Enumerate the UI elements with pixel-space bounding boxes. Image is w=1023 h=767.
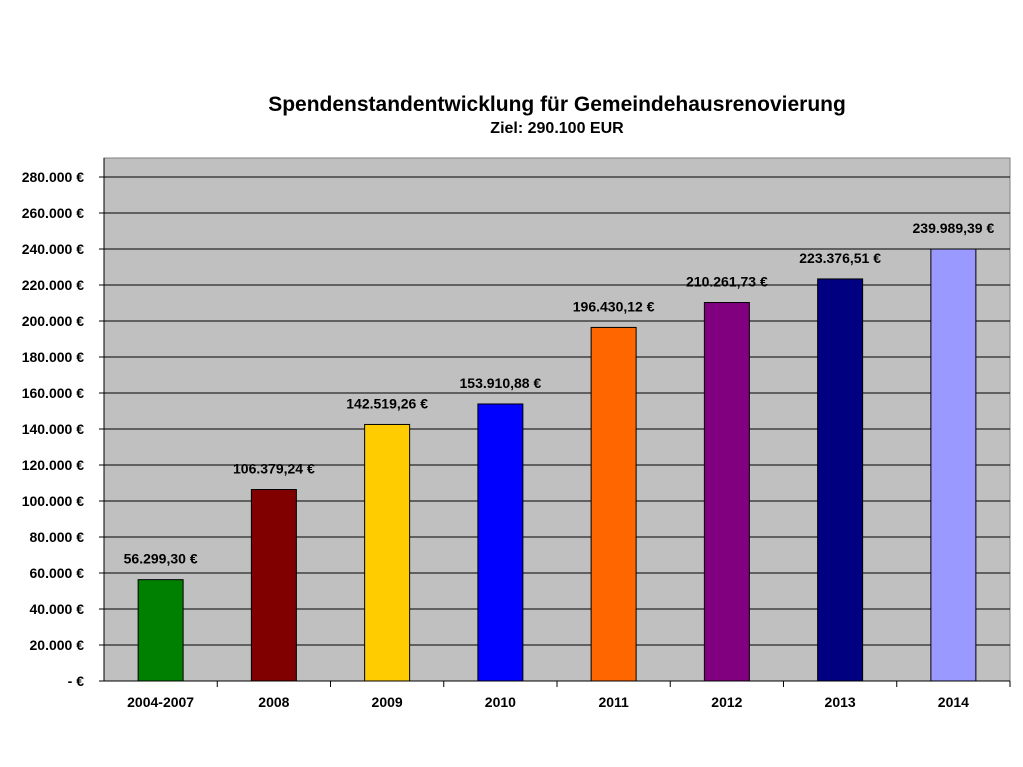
data-labels: 56.299,30 € 106.379,24 € 142.519,26 € 153.9… xyxy=(124,220,995,567)
x-tick-label: 2011 xyxy=(598,694,629,710)
data-label: 142.519,26 € xyxy=(346,395,428,411)
bar xyxy=(703,302,750,682)
y-tick-label: 260.000 € xyxy=(22,205,84,221)
bar xyxy=(137,579,184,682)
y-tick-label: 160.000 € xyxy=(22,385,84,401)
plot-area xyxy=(103,157,1011,682)
data-label: 210.261,73 € xyxy=(686,274,768,290)
x-axis: 2004-2007 2008 2009 2010 2011 2012 2013 2014 xyxy=(104,680,1011,710)
y-tick-label: 80.000 € xyxy=(30,529,85,545)
bar xyxy=(930,248,977,682)
bar xyxy=(364,423,411,682)
x-tick-label: 2008 xyxy=(258,694,289,710)
y-tick-label: 200.000 € xyxy=(22,313,84,329)
x-tick-label: 2014 xyxy=(938,694,969,710)
y-tick-label: 280.000 € xyxy=(22,169,84,185)
data-label: 196.430,12 € xyxy=(573,298,655,314)
x-tick-label: 2009 xyxy=(372,694,403,710)
y-tick-label: 100.000 € xyxy=(22,493,84,509)
bar xyxy=(817,278,864,682)
y-tick-label: 120.000 € xyxy=(22,457,84,473)
data-label: 56.299,30 € xyxy=(124,551,198,567)
bar xyxy=(590,326,637,682)
y-tick-label: - € xyxy=(68,673,85,689)
y-tick-label: 40.000 € xyxy=(30,601,85,617)
x-tick-label: 2013 xyxy=(825,694,856,710)
data-label: 106.379,24 € xyxy=(233,461,315,477)
x-tick-label: 2010 xyxy=(485,694,516,710)
y-tick-label: 20.000 € xyxy=(30,637,85,653)
x-tick-label: 2004-2007 xyxy=(127,694,194,710)
chart-subtitle: Ziel: 290.100 EUR xyxy=(490,120,624,137)
y-tick-label: 60.000 € xyxy=(30,565,85,581)
chart-title: Spendenstandentwicklung für Gemeindehaus… xyxy=(268,93,846,116)
y-tick-label: 180.000 € xyxy=(22,349,84,365)
y-tick-label: 140.000 € xyxy=(22,421,84,437)
x-tick-label: 2012 xyxy=(711,694,742,710)
y-tick-label: 220.000 € xyxy=(22,277,84,293)
data-label: 153.910,88 € xyxy=(460,375,542,391)
bar xyxy=(250,489,297,682)
y-tick-label: 240.000 € xyxy=(22,241,84,257)
y-axis: - € 20.000 € 40.000 € 60.000 € 80.000 € 100.0… xyxy=(22,158,105,689)
data-label: 223.376,51 € xyxy=(799,250,881,266)
data-label: 239.989,39 € xyxy=(913,220,995,236)
bar xyxy=(477,403,524,682)
bars xyxy=(137,248,977,682)
